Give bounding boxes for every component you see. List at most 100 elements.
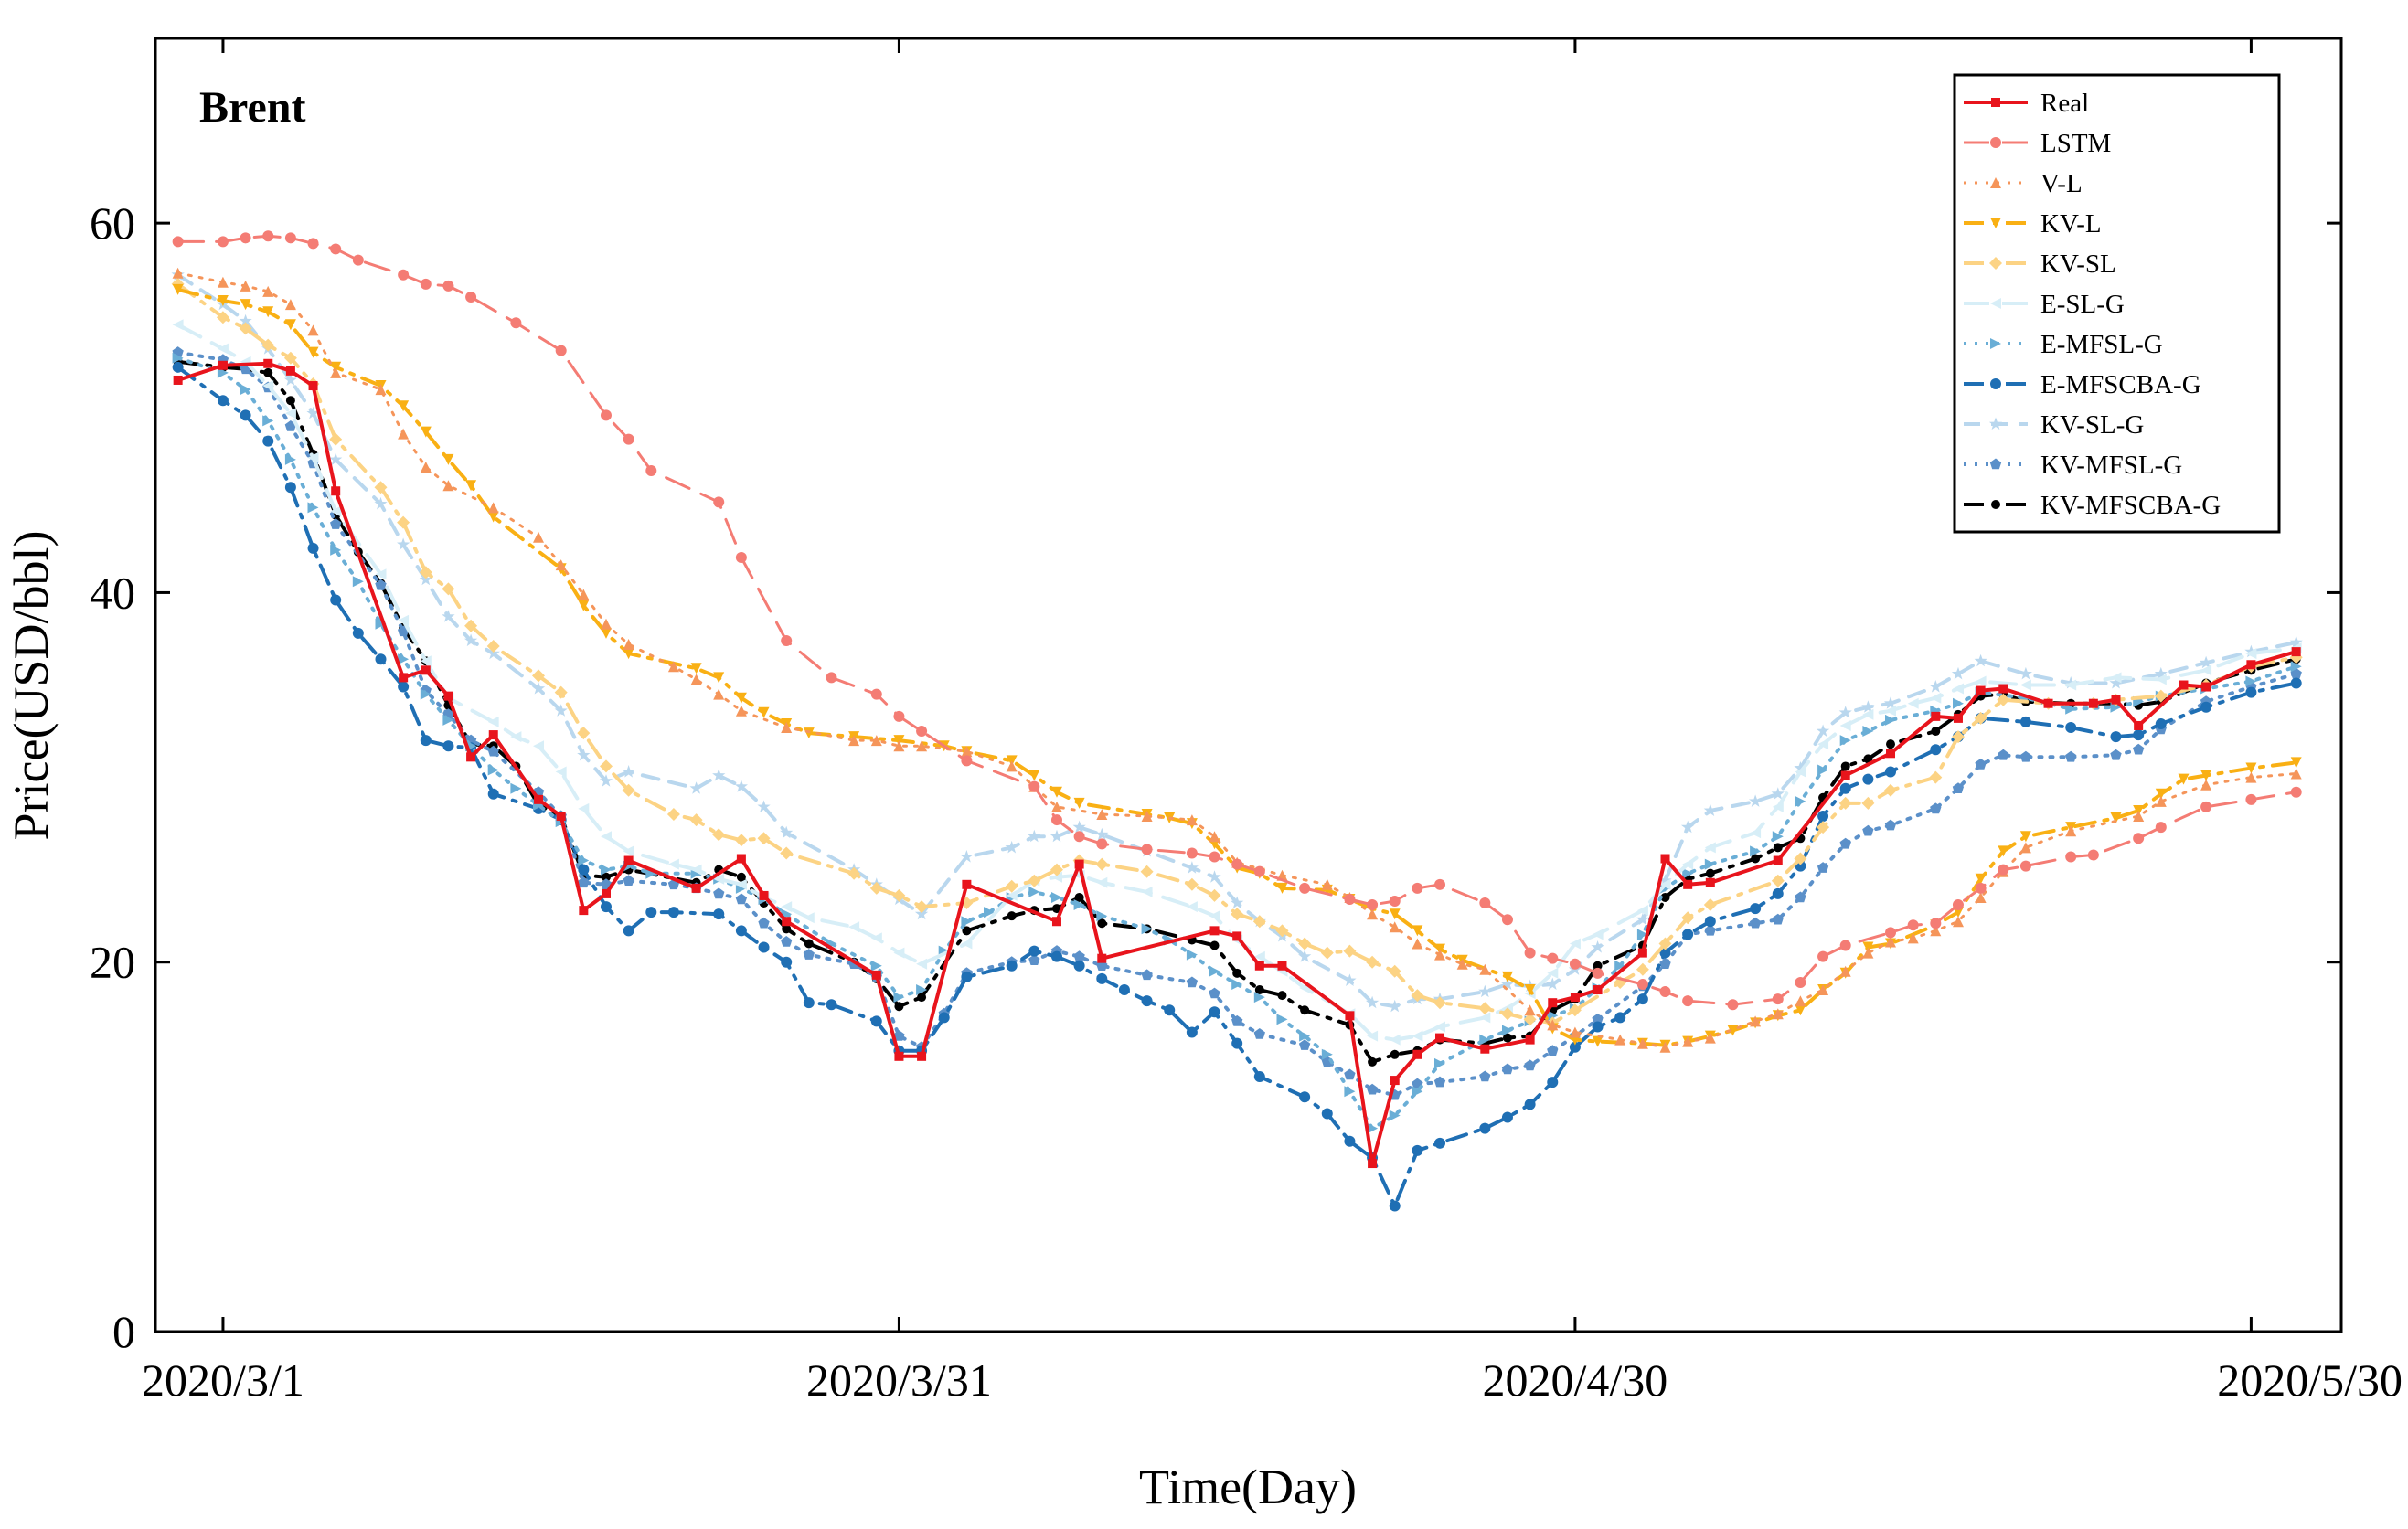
x-tick-label: 2020/5/30: [2217, 1354, 2403, 1406]
data-point-v-l: [330, 366, 342, 378]
data-point-kv-sl-g: [1028, 829, 1041, 843]
data-point-kv-sl-g: [2109, 676, 2123, 689]
data-point-kv-l: [2110, 812, 2122, 823]
data-point-e-mfsl-g: [601, 864, 612, 876]
data-point-e-mfscba-g: [961, 971, 973, 982]
data-point-lstm: [1592, 967, 1604, 979]
data-point-real: [331, 486, 341, 496]
data-point-lstm: [330, 243, 342, 255]
data-point-e-sl-g: [1659, 878, 1671, 890]
data-point-e-mfscba-g: [2245, 686, 2257, 698]
data-point-kv-l: [1412, 925, 1423, 937]
data-point-e-mfsl-g: [1750, 845, 1762, 857]
legend-label-kv-mfscba-g: KV-MFSCBA-G: [2040, 491, 2221, 520]
data-point-e-mfsl-g: [1839, 735, 1851, 747]
data-point-kv-mfsl-g: [1839, 837, 1851, 849]
data-point-real: [871, 970, 881, 980]
data-point-e-mfsl-g: [645, 867, 657, 879]
data-point-real: [308, 381, 318, 391]
data-point-real: [1480, 1044, 1490, 1054]
data-point-e-mfscba-g: [240, 409, 251, 421]
data-point-e-mfsl-g: [352, 576, 364, 588]
data-point-e-mfsl-g: [217, 366, 229, 378]
data-point-lstm: [826, 672, 837, 684]
data-point-kv-l: [420, 426, 432, 438]
data-point-kv-mfsl-g: [1209, 987, 1220, 999]
data-point-kv-mfsl-g: [1998, 749, 2009, 760]
data-point-kv-l: [1028, 770, 1040, 781]
data-point-v-l: [1907, 932, 1919, 944]
data-point-lstm: [916, 726, 928, 738]
data-point-e-mfscba-g: [1817, 811, 1829, 823]
data-point-v-l: [442, 480, 454, 492]
data-point-e-mfsl-g: [1682, 867, 1694, 879]
data-point-lstm: [1412, 882, 1423, 894]
data-point-real: [1097, 953, 1107, 963]
data-point-real: [1840, 770, 1850, 780]
data-point-e-mfscba-g: [1028, 945, 1040, 957]
data-point-kv-mfscba-g: [962, 926, 972, 936]
data-point-kv-sl-g: [1974, 653, 1987, 667]
data-point-lstm: [1479, 897, 1491, 909]
data-point-kv-sl: [1050, 863, 1063, 876]
data-point-v-l: [1524, 1004, 1536, 1016]
data-point-real: [466, 752, 476, 762]
data-point-kv-mfsl-g: [1433, 1076, 1446, 1088]
data-point-e-mfsl-g: [1795, 795, 1806, 807]
data-point-kv-mfsl-g: [2019, 750, 2032, 762]
data-point-e-mfsl-g: [1028, 886, 1040, 897]
data-point-e-sl-g: [2245, 648, 2257, 660]
data-point-e-mfscba-g: [938, 1012, 950, 1024]
legend-label-real: Real: [2040, 89, 2089, 118]
data-point-e-sl-g: [2200, 664, 2212, 676]
data-point-e-mfscba-g: [667, 907, 679, 918]
data-point-lstm: [442, 280, 454, 292]
data-point-kv-mfsl-g: [735, 893, 748, 905]
data-point-real: [488, 730, 498, 740]
data-point-kv-l: [2155, 788, 2167, 800]
data-point-kv-sl: [1794, 852, 1807, 865]
data-point-kv-mfsl-g: [1592, 1013, 1604, 1025]
data-point-lstm: [284, 232, 296, 244]
data-point-e-mfscba-g: [1885, 766, 1897, 778]
data-point-lstm: [1569, 958, 1581, 970]
y-tick-label: 0: [112, 1306, 135, 1357]
data-point-e-sl-g: [1636, 905, 1648, 917]
data-point-kv-l: [893, 735, 905, 747]
data-point-lstm: [713, 496, 725, 508]
data-point-lstm: [1772, 993, 1784, 1005]
data-point-e-sl-g: [307, 451, 319, 463]
data-point-kv-sl-g: [397, 537, 410, 550]
data-point-e-mfscba-g: [758, 941, 770, 953]
data-point-kv-sl-g: [1681, 820, 1695, 834]
data-point-lstm: [352, 254, 364, 266]
data-point-e-sl-g: [1479, 1012, 1491, 1024]
data-point-kv-sl: [1320, 946, 1334, 960]
data-point-e-sl-g: [1975, 675, 1987, 687]
data-point-e-mfsl-g: [1186, 949, 1198, 961]
data-point-v-l: [2155, 795, 2167, 807]
data-point-lstm: [510, 317, 522, 329]
data-point-real: [782, 917, 792, 927]
data-point-kv-sl: [712, 828, 726, 842]
data-point-v-l: [1479, 963, 1491, 975]
data-point-e-mfsl-g: [1704, 858, 1716, 870]
data-point-kv-mfsl-g: [1501, 1063, 1514, 1075]
data-point-e-sl-g: [1682, 858, 1694, 870]
data-point-v-l: [172, 267, 184, 279]
data-point-e-mfscba-g: [1434, 1137, 1446, 1149]
data-point-e-mfsl-g: [1817, 764, 1829, 776]
data-point-e-sl-g: [1772, 801, 1784, 812]
data-point-v-l: [578, 589, 590, 600]
data-point-kv-l: [307, 346, 319, 358]
data-point-v-l: [375, 384, 387, 396]
data-point-kv-sl: [397, 515, 410, 529]
data-point-real: [285, 366, 295, 376]
data-point-kv-l: [1998, 845, 2009, 857]
data-point-e-mfscba-g: [735, 925, 747, 937]
plot-frame: [154, 37, 2343, 1333]
data-point-kv-sl: [1140, 865, 1154, 878]
data-point-real: [691, 883, 701, 893]
data-point-e-sl-g: [916, 958, 928, 970]
data-point-v-l: [601, 618, 612, 630]
